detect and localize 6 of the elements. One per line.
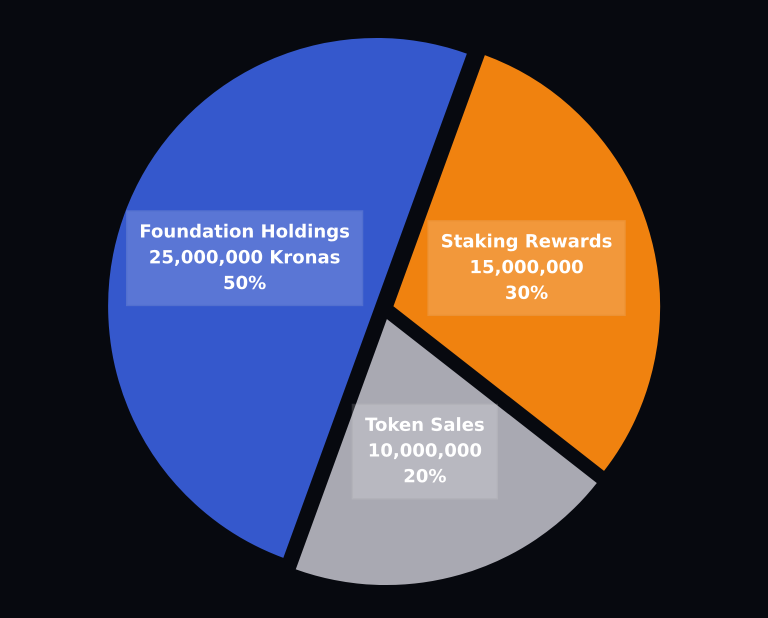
slice-label: Staking Rewards bbox=[442, 234, 612, 252]
slice-label: Token Sales bbox=[365, 417, 484, 432]
slice-label: Foundation Holdings bbox=[141, 224, 350, 242]
data-label: 15,000,000 30% bbox=[472, 260, 583, 300]
data-label: 10,000,000 20% bbox=[370, 443, 482, 483]
data-label: 25,000,000 Kronas 50% bbox=[150, 250, 340, 290]
